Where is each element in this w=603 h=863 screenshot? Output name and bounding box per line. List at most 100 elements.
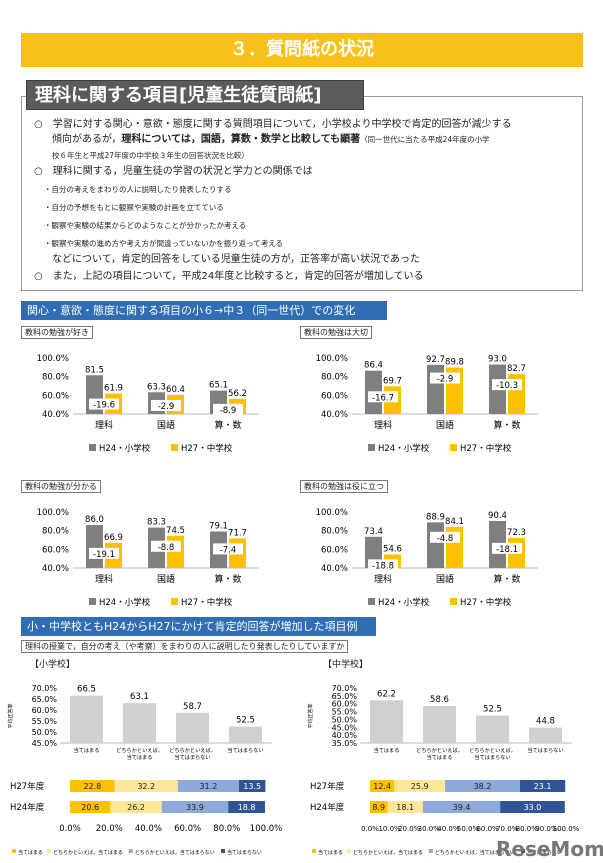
value-label: 63.3 <box>147 382 166 392</box>
value-label: 74.5 <box>166 526 185 536</box>
legend-swatch <box>347 849 351 853</box>
x-tick-label: 80.0% <box>516 825 539 833</box>
segment-label: 25.9 <box>411 782 429 791</box>
y-tick-label: 80.0% <box>42 373 69 383</box>
diff-box <box>89 547 119 559</box>
summary-bullet-2-end: などについて，肯定的回答をしている児童生徒の方が，正答率が高い状況であった <box>52 254 420 265</box>
category-label: 当てはまる <box>374 746 400 754</box>
legend-swatch-h24 <box>368 444 375 451</box>
chart-understand: 教科の勉強が分かる 100.0% 80.0% 60.0% 40.0% 86.0 66.9 -… <box>21 480 297 610</box>
segment-label: 8.9 <box>372 803 385 812</box>
row-label: H27年度 <box>310 781 345 792</box>
diff-box <box>151 540 181 552</box>
legend-swatch <box>521 849 525 853</box>
legend-label-h27: H27・中学校 <box>181 443 233 454</box>
legend-swatch-h27 <box>450 598 457 605</box>
y-tick-label: 40.0% <box>42 564 69 574</box>
y-tick-label: 60.0% <box>321 545 348 555</box>
stack-segment <box>500 801 565 813</box>
legend-swatch <box>221 849 225 853</box>
value-label: 82.7 <box>507 364 526 374</box>
summary-subitem: ・自分の予想をもとに観察や実験の計画を立てている <box>44 203 224 212</box>
x-tick-label: 10.0% <box>378 825 401 833</box>
diff-label: -10.3 <box>496 381 518 391</box>
segment-label: 38.2 <box>474 782 492 791</box>
bar-h24 <box>427 364 444 414</box>
value-label: 71.7 <box>228 528 247 538</box>
value-label: 56.2 <box>228 389 247 399</box>
bar <box>70 695 103 743</box>
segment-label: 31.2 <box>199 782 217 791</box>
diff-box <box>368 559 398 571</box>
legend-swatch <box>128 849 133 853</box>
diff-label: -16.7 <box>372 393 394 403</box>
legend-label-h24: H24・小学校 <box>99 597 151 608</box>
y-tick-label: 40.0% <box>321 564 348 574</box>
value-label: 44.8 <box>536 717 555 727</box>
chart-svg: 100.0% 80.0% 60.0% 40.0% 86.066.9 -19.1 理科 83.3… <box>37 508 259 608</box>
category-label: 国語 <box>157 419 175 431</box>
stack-segment <box>177 780 239 792</box>
legend-swatch-h27 <box>171 598 178 605</box>
emphasis: 理科については，国語，算数・数学と比較しても顕著 <box>121 134 361 145</box>
legend-label-h27: H27・中学校 <box>460 597 512 608</box>
segment-label: 33.9 <box>186 803 204 812</box>
stack-segment <box>519 780 566 792</box>
y-tick-label: 60.0% <box>42 545 69 555</box>
stack-segment <box>110 801 162 813</box>
stack-segment <box>394 780 446 792</box>
category-label: 算・数 <box>214 419 241 431</box>
stack-segment <box>422 801 501 813</box>
chart-important: 教科の勉強は大切 100.0% 80.0% 60.0% 40.0% 86.4 69.7 -1… <box>300 326 583 466</box>
y-axis-title: 平均正答率 <box>7 703 14 728</box>
y-tick-label: 100.0% <box>37 508 69 518</box>
value-label: 60.4 <box>166 385 185 395</box>
value-label: 66.9 <box>104 533 123 543</box>
value-label: 63.1 <box>130 692 149 702</box>
x-tick-label: 20.0% <box>96 824 123 834</box>
value-label: 65.1 <box>209 381 228 391</box>
legend-swatch <box>12 849 16 853</box>
legend-swatch <box>312 849 316 853</box>
diff-box <box>151 399 181 411</box>
category-label: 当てはまる <box>74 746 100 754</box>
legend-label-h27: H27・中学校 <box>460 443 512 454</box>
text: 傾向があるが， <box>52 134 122 145</box>
value-label: 89.8 <box>445 358 464 368</box>
chart-svg: 100.0% 80.0% 60.0% 40.0% 73.454.6 -18.8 理科 88.9… <box>316 508 538 608</box>
category-label: 当てはまらない <box>174 753 210 761</box>
segment-label: 39.4 <box>453 803 471 812</box>
elementary-label: 【小学校】 <box>30 660 76 670</box>
diff-label: -18.8 <box>372 561 394 571</box>
segment-label: 32.2 <box>137 782 155 791</box>
value-label: 52.5 <box>483 705 502 715</box>
watermark-logo: ReseMom <box>496 837 603 861</box>
value-label: 92.7 <box>426 355 445 365</box>
stack-segment <box>370 780 395 792</box>
section1-title: 関心・意欲・態度に関する項目の小６→中３（同一世代）での変化 <box>21 301 387 320</box>
diff-box <box>492 542 522 554</box>
y-tick-label: 80.0% <box>42 527 69 537</box>
stack-segment <box>228 801 266 813</box>
y-tick-label: 40.0% <box>332 731 358 740</box>
legend-swatch-h27 <box>450 444 457 451</box>
value-label: 90.4 <box>488 511 507 521</box>
segment-label: 18.8 <box>238 803 256 812</box>
x-tick-label: 100.0% <box>250 824 282 834</box>
stack-segment <box>238 780 266 792</box>
segment-label: 12.4 <box>373 782 391 791</box>
subtitle-banner: 理科に関する項目[児童生徒質問紙] <box>26 80 364 110</box>
category-label: 理科 <box>95 419 113 431</box>
stack-segment <box>114 780 178 792</box>
value-label: 62.2 <box>377 689 396 699</box>
y-tick-label: 50.0% <box>332 715 358 724</box>
category-label: 国語 <box>436 419 454 431</box>
category-label: 当てはまる <box>127 753 153 761</box>
value-label: 54.6 <box>383 544 402 554</box>
category-label: 理科 <box>95 573 113 585</box>
legend-label-h24: H24・小学校 <box>378 597 430 608</box>
diff-label: -18.1 <box>496 545 518 555</box>
value-label: 86.0 <box>85 515 104 525</box>
x-tick-label: 20.0% <box>398 825 421 833</box>
category-label: 算・数 <box>493 419 520 431</box>
